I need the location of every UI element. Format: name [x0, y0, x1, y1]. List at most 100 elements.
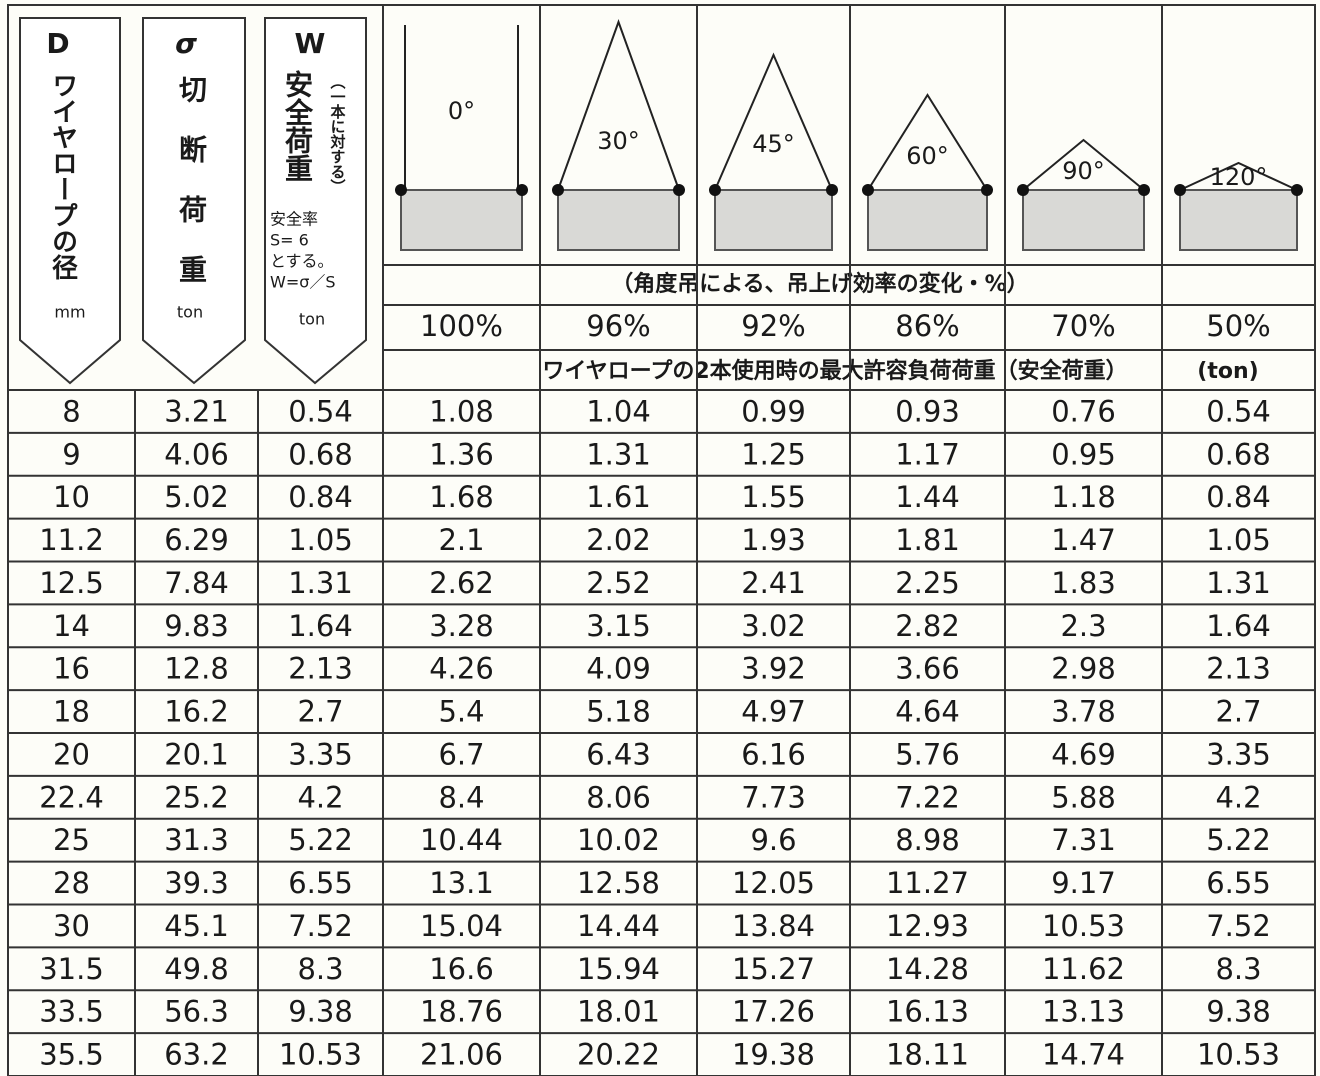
cell: 35.5 — [39, 1038, 104, 1072]
cell: 13.1 — [429, 866, 494, 900]
cell: 5.22 — [288, 823, 353, 857]
hook — [395, 184, 407, 196]
cell: 28 — [53, 866, 90, 900]
load-box — [714, 189, 833, 251]
cell: 9.38 — [288, 995, 353, 1029]
load-box — [557, 189, 680, 251]
cell: 4.69 — [1051, 737, 1116, 771]
angle-label: 120° — [1210, 163, 1268, 191]
cell: 4.97 — [741, 695, 806, 729]
cell: 1.25 — [741, 437, 806, 471]
cell: 2.98 — [1051, 652, 1116, 686]
hook — [981, 184, 993, 196]
cell: 2.1 — [438, 523, 484, 557]
cell: 9 — [62, 437, 80, 471]
cell: 1.04 — [586, 394, 651, 428]
cell: 0.93 — [895, 394, 960, 428]
cell: 3.02 — [741, 609, 806, 643]
cell: 5.88 — [1051, 780, 1116, 814]
cell: 13.84 — [732, 909, 815, 943]
cell: 5.22 — [1206, 823, 1271, 857]
hook — [1291, 184, 1303, 196]
cell: 0.68 — [288, 437, 353, 471]
cell: 12.93 — [886, 909, 969, 943]
cell: 12.05 — [732, 866, 815, 900]
cell: 18.01 — [577, 995, 660, 1029]
cell: 5.76 — [895, 737, 960, 771]
cell: 16.2 — [164, 695, 229, 729]
cell: 11.62 — [1042, 952, 1125, 986]
load-box — [400, 189, 523, 251]
cell: 4.2 — [297, 780, 343, 814]
cell: 4.09 — [586, 652, 651, 686]
cell: 2.52 — [586, 566, 651, 600]
header-symbol: σ — [175, 27, 197, 60]
cell: 7.31 — [1051, 823, 1116, 857]
header-unit: mm — [54, 303, 85, 322]
sling — [1022, 138, 1145, 191]
cell: 10.53 — [279, 1038, 362, 1072]
load-box — [1179, 189, 1298, 251]
cell: 10.53 — [1042, 909, 1125, 943]
cell: 17.26 — [732, 995, 815, 1029]
sling — [557, 19, 680, 191]
cell: 8.4 — [438, 780, 484, 814]
cell: 1.81 — [895, 523, 960, 557]
cell: 0.76 — [1051, 394, 1116, 428]
efficiency: 86% — [895, 309, 959, 343]
cell: 31.5 — [39, 952, 104, 986]
cell: 1.36 — [429, 437, 494, 471]
cell: 1.31 — [1206, 566, 1271, 600]
cell: 4.64 — [895, 695, 960, 729]
cell: 1.17 — [895, 437, 960, 471]
header-line: S= 6 — [270, 231, 309, 250]
cell: 7.84 — [164, 566, 229, 600]
cell: 11.27 — [886, 866, 969, 900]
cell: 5.4 — [438, 695, 484, 729]
cell: 1.64 — [288, 609, 353, 643]
header-shape — [142, 17, 246, 385]
hook — [1017, 184, 1029, 196]
angle-label: 0° — [448, 97, 475, 125]
cell: 8.3 — [1215, 952, 1261, 986]
header-shape — [264, 17, 367, 385]
cell: 21.06 — [420, 1038, 503, 1072]
efficiency: 70% — [1051, 309, 1115, 343]
cell: 25 — [53, 823, 90, 857]
cell: 11.2 — [39, 523, 104, 557]
angle-label: 45° — [752, 130, 795, 158]
cell: 13.13 — [1042, 995, 1125, 1029]
sling — [1179, 161, 1298, 191]
cell: 14.74 — [1042, 1038, 1125, 1072]
header-note: （一本に対する） — [329, 74, 347, 194]
load-unit: (ton) — [1197, 359, 1258, 384]
cell: 1.08 — [429, 394, 494, 428]
cell: 0.54 — [1206, 394, 1271, 428]
header-unit: ton — [299, 310, 325, 329]
cell: 49.8 — [164, 952, 229, 986]
hook — [1174, 184, 1186, 196]
cell: 18 — [53, 695, 90, 729]
cell: 6.43 — [586, 737, 651, 771]
load-caption: ワイヤロープの2本使用時の最大許容負荷荷重（安全荷重） — [542, 358, 1127, 384]
cell: 10.02 — [577, 823, 660, 857]
cell: 8.06 — [586, 780, 651, 814]
efficiency: 50% — [1206, 309, 1270, 343]
cell: 15.94 — [577, 952, 660, 986]
cell: 2.7 — [297, 695, 343, 729]
header-label: ワイヤロープの径 — [48, 72, 78, 281]
hook — [709, 184, 721, 196]
cell: 2.82 — [895, 609, 960, 643]
cell: 3.66 — [895, 652, 960, 686]
cell: 10.53 — [1197, 1038, 1280, 1072]
cell: 0.54 — [288, 394, 353, 428]
cell: 45.1 — [164, 909, 229, 943]
cell: 30 — [53, 909, 90, 943]
cell: 1.93 — [741, 523, 806, 557]
efficiency: 100% — [420, 309, 503, 343]
cell: 8.98 — [895, 823, 960, 857]
cell: 3.78 — [1051, 695, 1116, 729]
angle-label: 60° — [906, 142, 949, 170]
cell: 56.3 — [164, 995, 229, 1029]
